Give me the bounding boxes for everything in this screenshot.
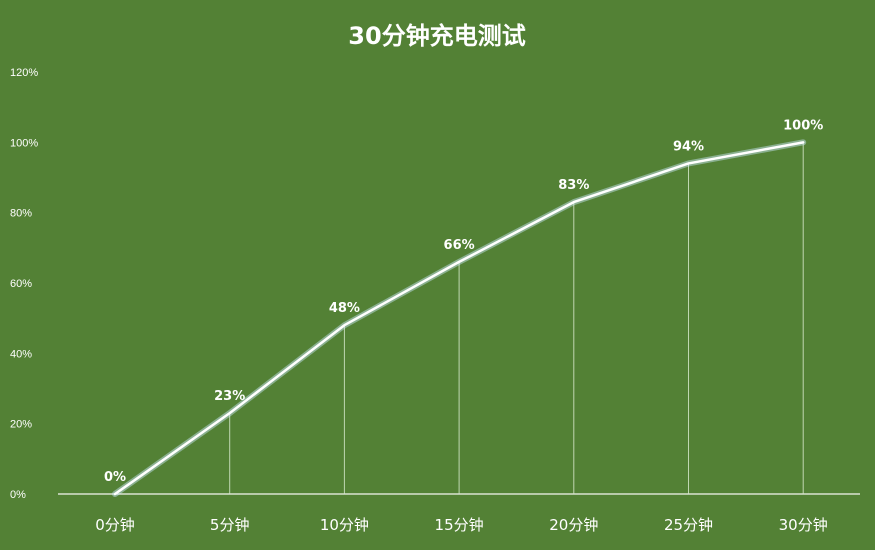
x-tick-label: 5分钟 — [210, 516, 250, 534]
data-label: 23% — [214, 389, 245, 404]
data-label: 100% — [783, 118, 823, 133]
data-label: 48% — [329, 301, 360, 316]
x-tick-label: 10分钟 — [320, 516, 369, 534]
data-label: 94% — [673, 139, 704, 154]
chart-title: 30分钟充电测试 — [348, 22, 525, 50]
y-tick-label: 80% — [10, 208, 32, 220]
x-tick-label: 20分钟 — [549, 516, 598, 534]
data-labels: 0% 23% 48% 66% 83% 94% 100% — [104, 118, 823, 485]
x-axis-ticks: 0分钟 5分钟 10分钟 15分钟 20分钟 25分钟 30分钟 — [95, 516, 828, 534]
data-label: 66% — [444, 238, 475, 253]
y-tick-label: 40% — [10, 348, 32, 360]
series-line-group — [112, 139, 807, 497]
data-label: 83% — [558, 178, 589, 193]
data-label: 0% — [104, 470, 126, 485]
y-tick-label: 60% — [10, 278, 32, 290]
y-tick-label: 100% — [10, 137, 38, 149]
x-tick-label: 15分钟 — [435, 516, 484, 534]
y-tick-label: 120% — [10, 67, 38, 79]
drop-lines — [229, 142, 804, 494]
y-tick-label: 20% — [10, 419, 32, 431]
x-tick-label: 25分钟 — [664, 516, 713, 534]
y-tick-label: 0% — [10, 489, 26, 501]
x-tick-label: 30分钟 — [779, 516, 828, 534]
y-axis-ticks: 0% 20% 40% 60% 80% 100% 120% — [10, 67, 38, 501]
x-tick-label: 0分钟 — [95, 516, 135, 534]
series-line — [113, 141, 805, 496]
